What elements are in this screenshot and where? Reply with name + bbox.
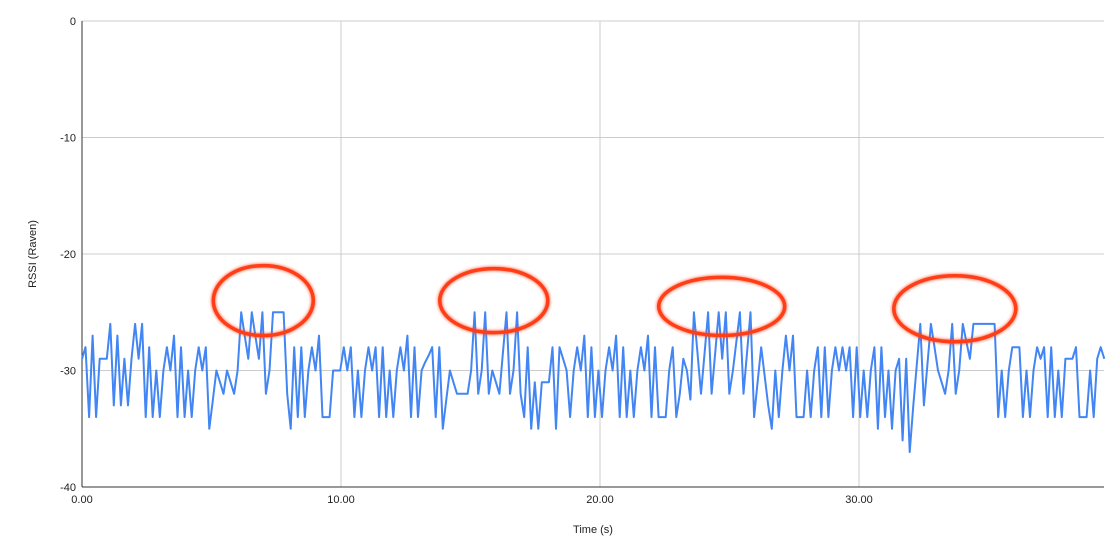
- series-layer: [81, 311, 1106, 454]
- x-tick-label: 0.00: [71, 494, 92, 506]
- tick-labels: 0 -10 -20 -30 -400.00 10.00 20.00 30.00: [60, 16, 873, 506]
- y-tick-label: -40: [60, 482, 76, 494]
- gridlines: [82, 20, 1104, 487]
- annotation-ellipse: [892, 274, 1018, 344]
- x-tick-label: 20.00: [586, 494, 614, 506]
- annotation-ellipse: [438, 266, 550, 335]
- y-tick-label: -30: [60, 366, 76, 378]
- series-line: [81, 311, 1106, 454]
- y-tick-label: -20: [60, 249, 76, 261]
- annotation-ellipse: [211, 263, 316, 338]
- x-tick-label: 10.00: [327, 494, 355, 506]
- x-tick-label: 30.00: [845, 494, 873, 506]
- x-axis-title: Time (s): [573, 524, 613, 536]
- annotation-ellipse: [656, 275, 787, 338]
- y-tick-label: -10: [60, 133, 76, 145]
- annotation-layer: [211, 263, 1018, 344]
- y-axis-title: RSSI (Raven): [27, 220, 39, 288]
- axes: [81, 21, 1104, 488]
- y-tick-label: 0: [70, 16, 76, 28]
